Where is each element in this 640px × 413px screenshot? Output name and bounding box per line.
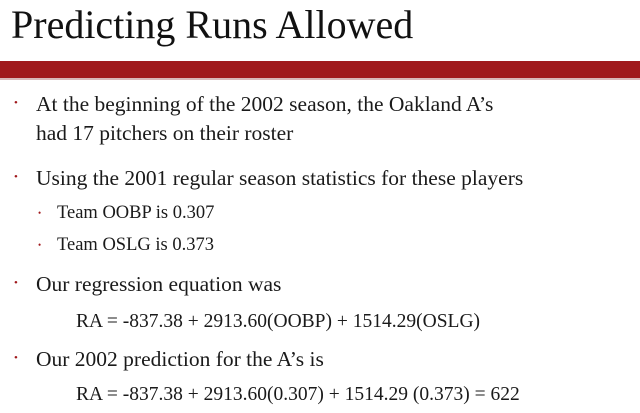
bullet-marker: •	[14, 277, 18, 289]
prediction-equation: RA = -837.38 + 2913.60(0.307) + 1514.29 …	[76, 384, 520, 405]
slide-title: Predicting Runs Allowed	[11, 2, 414, 47]
title-accent-bar	[0, 61, 640, 78]
regression-equation: RA = -837.38 + 2913.60(OOBP) + 1514.29(O…	[76, 311, 481, 332]
bullet-text-continuation: had 17 pitchers on their roster	[36, 121, 294, 145]
bullet-text: Our regression equation was	[36, 272, 282, 296]
bullet-marker: •	[14, 171, 18, 183]
sub-bullet-text: Team OSLG is 0.373	[57, 235, 214, 255]
sub-bullet-marker: •	[38, 240, 42, 250]
bullet-marker: •	[14, 352, 18, 364]
bullet-text: At the beginning of the 2002 season, the…	[36, 92, 494, 116]
bullet-text: Using the 2001 regular season statistics…	[36, 166, 524, 190]
bullet-marker: •	[14, 97, 18, 109]
sub-bullet-text: Team OOBP is 0.307	[57, 203, 215, 223]
bullet-text: Our 2002 prediction for the A’s is	[36, 347, 324, 371]
sub-bullet-marker: •	[38, 208, 42, 218]
title-accent-underline	[0, 78, 640, 80]
